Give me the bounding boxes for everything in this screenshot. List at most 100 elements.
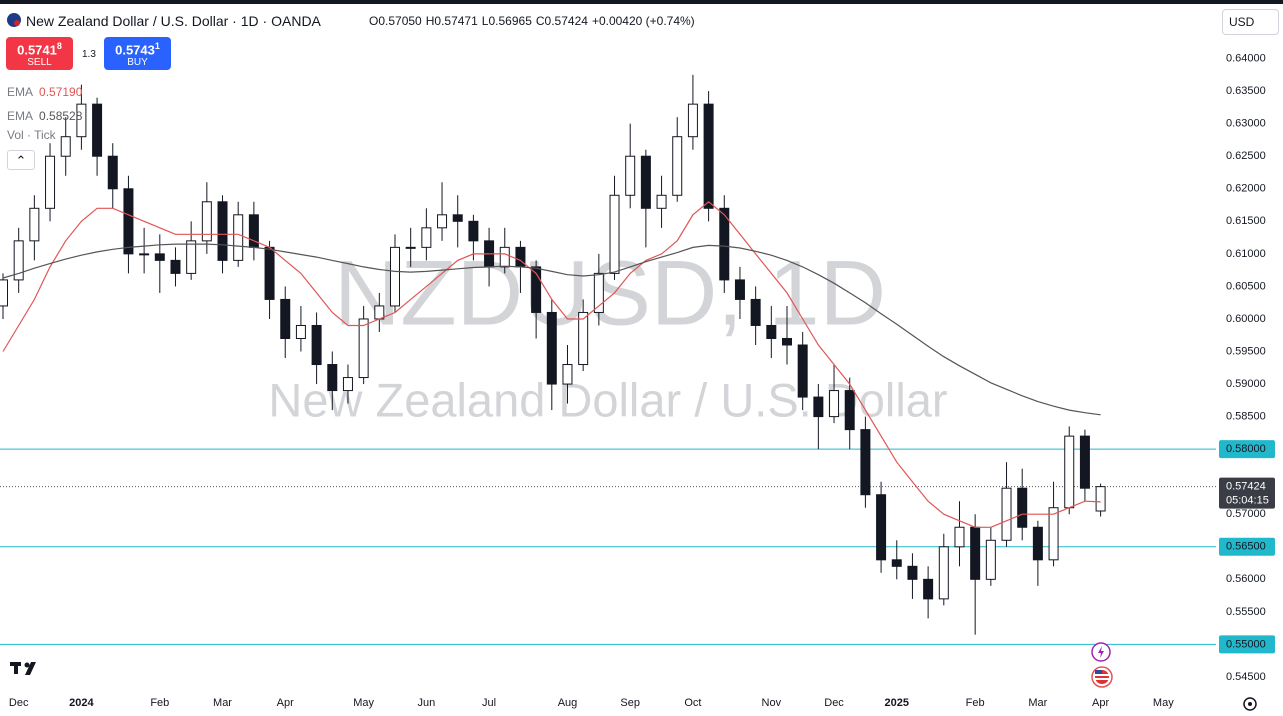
- candle-body: [782, 337, 792, 346]
- plot: [0, 74, 1216, 645]
- candle-body: [437, 214, 448, 229]
- y-tick-label: 0.59000: [1226, 378, 1266, 390]
- x-tick-label: Aug: [558, 697, 578, 709]
- candle-body: [640, 155, 651, 209]
- legend-entry: EMA 0.57190: [7, 80, 82, 104]
- legend-value: 0.58528: [39, 109, 83, 123]
- spread: 1.3: [82, 49, 96, 60]
- change: +0.00420 (+0.74%): [591, 14, 695, 28]
- candle-body: [123, 188, 134, 255]
- candle-body: [421, 227, 432, 248]
- symbol-header[interactable]: New Zealand Dollar / U.S. Dollar · 1D · …: [26, 13, 321, 29]
- candle-body: [0, 279, 8, 307]
- y-tick-label: 0.60000: [1226, 313, 1266, 325]
- candle-body: [954, 526, 965, 548]
- y-tick-label: 0.56000: [1226, 573, 1266, 585]
- candle-body: [92, 103, 103, 157]
- indicator-legend: EMA 0.57190 EMA 0.58528: [7, 80, 82, 128]
- candle-body: [1048, 507, 1059, 561]
- ohlc-key: L: [481, 14, 489, 28]
- level-label: 0.55000: [1226, 638, 1266, 650]
- x-tick-label: Feb: [966, 697, 985, 709]
- axis-layer: 0.64000 0.63500 0.63000 0.62500 0.62000 0.615…: [9, 52, 1275, 709]
- candle-body: [264, 246, 275, 300]
- last-price-badge: [1219, 477, 1275, 509]
- candle-body: [860, 429, 871, 496]
- candle-body: [327, 364, 338, 392]
- candle-body: [734, 279, 745, 300]
- ohlc-value: 0.56965: [488, 14, 532, 28]
- last-price-label: 0.57424: [1226, 481, 1266, 493]
- x-tick-label: Jun: [417, 697, 435, 709]
- candle-body: [703, 103, 714, 209]
- candle-body: [45, 155, 56, 209]
- y-tick-label: 0.63000: [1226, 118, 1266, 130]
- y-tick-label: 0.63500: [1226, 85, 1266, 97]
- ema-line: [2, 243, 1101, 416]
- legend-value: 0.57190: [39, 85, 83, 99]
- candle-body: [311, 324, 322, 366]
- ohlc-key: H: [425, 14, 435, 28]
- candle-body: [186, 240, 197, 274]
- candle-body: [687, 103, 698, 138]
- x-tick-label: Feb: [150, 697, 169, 709]
- sell-button[interactable]: 0.57418 SELL: [6, 37, 73, 70]
- y-tick-label: 0.64000: [1226, 52, 1266, 64]
- candle-body: [625, 155, 636, 196]
- candle-body: [468, 220, 479, 242]
- candle-body: [60, 136, 71, 157]
- candle-body: [295, 324, 306, 339]
- volume-indicator[interactable]: Vol · Tick: [7, 128, 56, 142]
- x-tick-label: Nov: [762, 697, 782, 709]
- candle-body: [813, 396, 824, 418]
- y-tick-label: 0.62000: [1226, 183, 1266, 195]
- candle-body: [76, 103, 87, 138]
- candle-body: [452, 214, 463, 222]
- buy-pip: 1: [154, 41, 160, 51]
- ohlc-key: O: [369, 14, 379, 28]
- settings-icon[interactable]: [1243, 697, 1257, 711]
- sell-price: 0.57418: [6, 41, 73, 57]
- candle-body: [515, 246, 526, 268]
- ema-line: [2, 201, 1101, 528]
- level-badge: [1219, 537, 1275, 556]
- x-tick-label: Apr: [277, 697, 294, 709]
- x-tick-label: Apr: [1092, 697, 1109, 709]
- y-tick-label: 0.54500: [1226, 671, 1266, 683]
- candle-body: [562, 364, 573, 385]
- x-tick-label: 2024: [69, 697, 94, 709]
- candle-body: [656, 194, 667, 209]
- candle-body: [1095, 486, 1106, 512]
- candle-body: [374, 305, 385, 320]
- x-tick-label: Jul: [482, 697, 496, 709]
- level-badge: [1219, 440, 1275, 459]
- ohlc-value: 0.57424: [544, 14, 588, 28]
- legend-name: EMA: [7, 109, 34, 123]
- x-tick-label: Dec: [9, 697, 29, 709]
- y-tick-label: 0.60500: [1226, 280, 1266, 292]
- candle-body: [797, 344, 808, 398]
- candle-body: [342, 377, 353, 392]
- exchange: OANDA: [271, 13, 321, 29]
- level-label: 0.58000: [1226, 443, 1266, 455]
- candle-body: [1001, 487, 1012, 541]
- candle-body: [1064, 435, 1075, 509]
- candle-body: [1032, 526, 1043, 561]
- candle-body: [390, 246, 400, 307]
- collapse-button[interactable]: ⌃: [7, 150, 35, 170]
- candle-body: [499, 246, 510, 268]
- candle-body: [139, 253, 150, 256]
- candle-body: [970, 526, 981, 580]
- sell-pip: 8: [56, 41, 62, 51]
- legend-name: EMA: [7, 85, 34, 99]
- candle-body: [170, 259, 181, 274]
- candle-body: [907, 565, 918, 580]
- candle-body: [107, 155, 118, 190]
- currency-select[interactable]: USD: [1222, 9, 1279, 35]
- buy-button[interactable]: 0.57431 BUY: [104, 37, 171, 70]
- y-tick-label: 0.59500: [1226, 345, 1266, 357]
- y-tick-label: 0.61000: [1226, 248, 1266, 260]
- top-strip: [0, 0, 1283, 4]
- candle-body: [29, 207, 40, 242]
